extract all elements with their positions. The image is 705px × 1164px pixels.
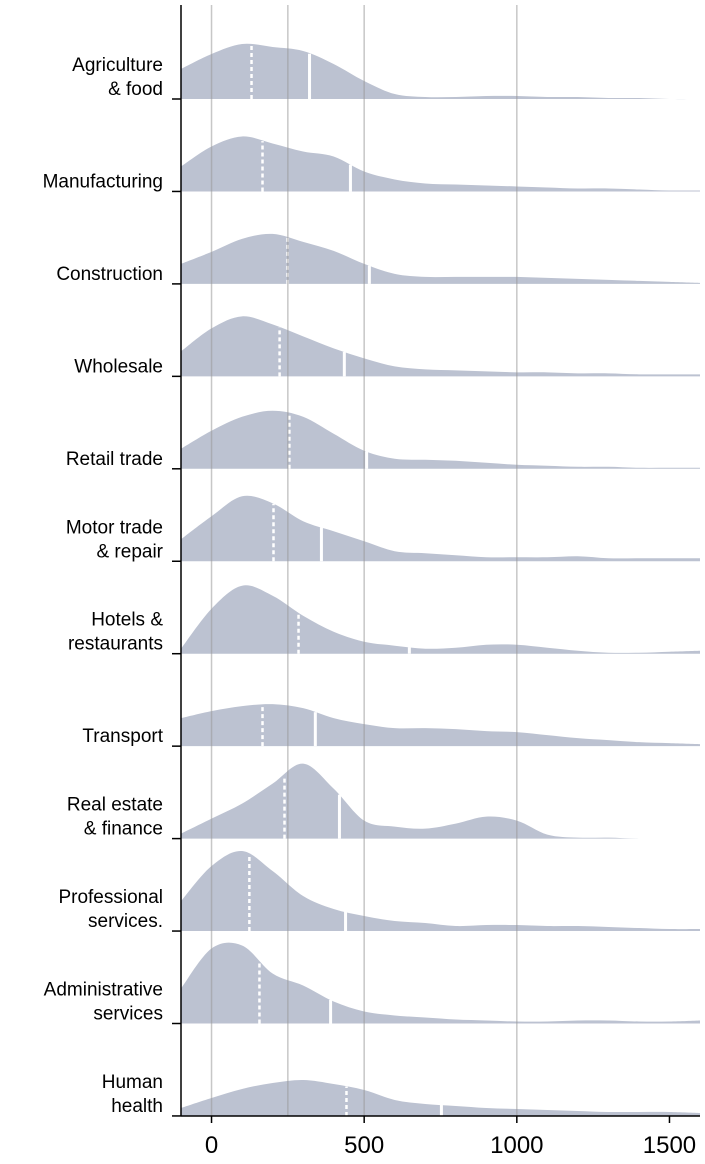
density-area	[181, 495, 700, 562]
category-label-line: services.	[88, 911, 163, 932]
category-label-line: & repair	[96, 541, 163, 562]
category-label-line: Human	[102, 1072, 163, 1093]
density-area	[181, 1079, 700, 1116]
density-area	[181, 316, 700, 377]
density-area	[181, 585, 700, 654]
category-label-line: Real estate	[67, 795, 163, 816]
category-label-line: & finance	[84, 819, 163, 840]
x-tick-label: 1000	[490, 1132, 543, 1159]
category-label: Real estate & finance	[67, 795, 163, 840]
category-label: Retail trade	[66, 449, 163, 470]
category-label: Hotels & restaurants	[68, 610, 163, 655]
category-label: Construction	[56, 264, 163, 285]
category-label-line: Professional	[58, 887, 163, 908]
density-area	[181, 410, 700, 469]
category-label-line: Wholesale	[74, 356, 163, 377]
category-label: Motor trade & repair	[66, 517, 164, 562]
category-label: Manufacturing	[43, 171, 163, 192]
category-label: Transport	[82, 726, 163, 747]
category-label-line: Retail trade	[66, 449, 163, 470]
category-label-line: & food	[108, 79, 163, 100]
category-label: Administrative services	[44, 980, 163, 1025]
x-tick-label: 1500	[643, 1132, 696, 1159]
category-label: Agriculture & food	[72, 55, 163, 100]
category-label-line: restaurants	[68, 634, 163, 655]
density-area	[181, 233, 700, 284]
category-label: Wholesale	[74, 356, 163, 377]
category-label-line: services	[93, 1004, 163, 1025]
density-area	[181, 704, 700, 747]
density-area	[181, 43, 700, 100]
density-area	[181, 942, 700, 1024]
category-label-line: Manufacturing	[43, 171, 163, 192]
x-tick-label: 500	[344, 1132, 384, 1159]
category-label-line: health	[111, 1096, 163, 1117]
density-area	[181, 763, 700, 839]
category-label-line: Construction	[56, 264, 163, 285]
category-label-line: Transport	[82, 726, 163, 747]
category-label-line: Hotels &	[91, 610, 163, 631]
density-area	[181, 136, 700, 192]
category-label-line: Administrative	[44, 980, 163, 1001]
category-label: Professional services.	[58, 887, 163, 932]
category-label: Human health	[102, 1072, 163, 1117]
category-label-line: Motor trade	[66, 517, 163, 538]
x-tick-label: 0	[205, 1132, 218, 1159]
density-area	[181, 850, 700, 932]
category-label-line: Agriculture	[72, 55, 163, 76]
